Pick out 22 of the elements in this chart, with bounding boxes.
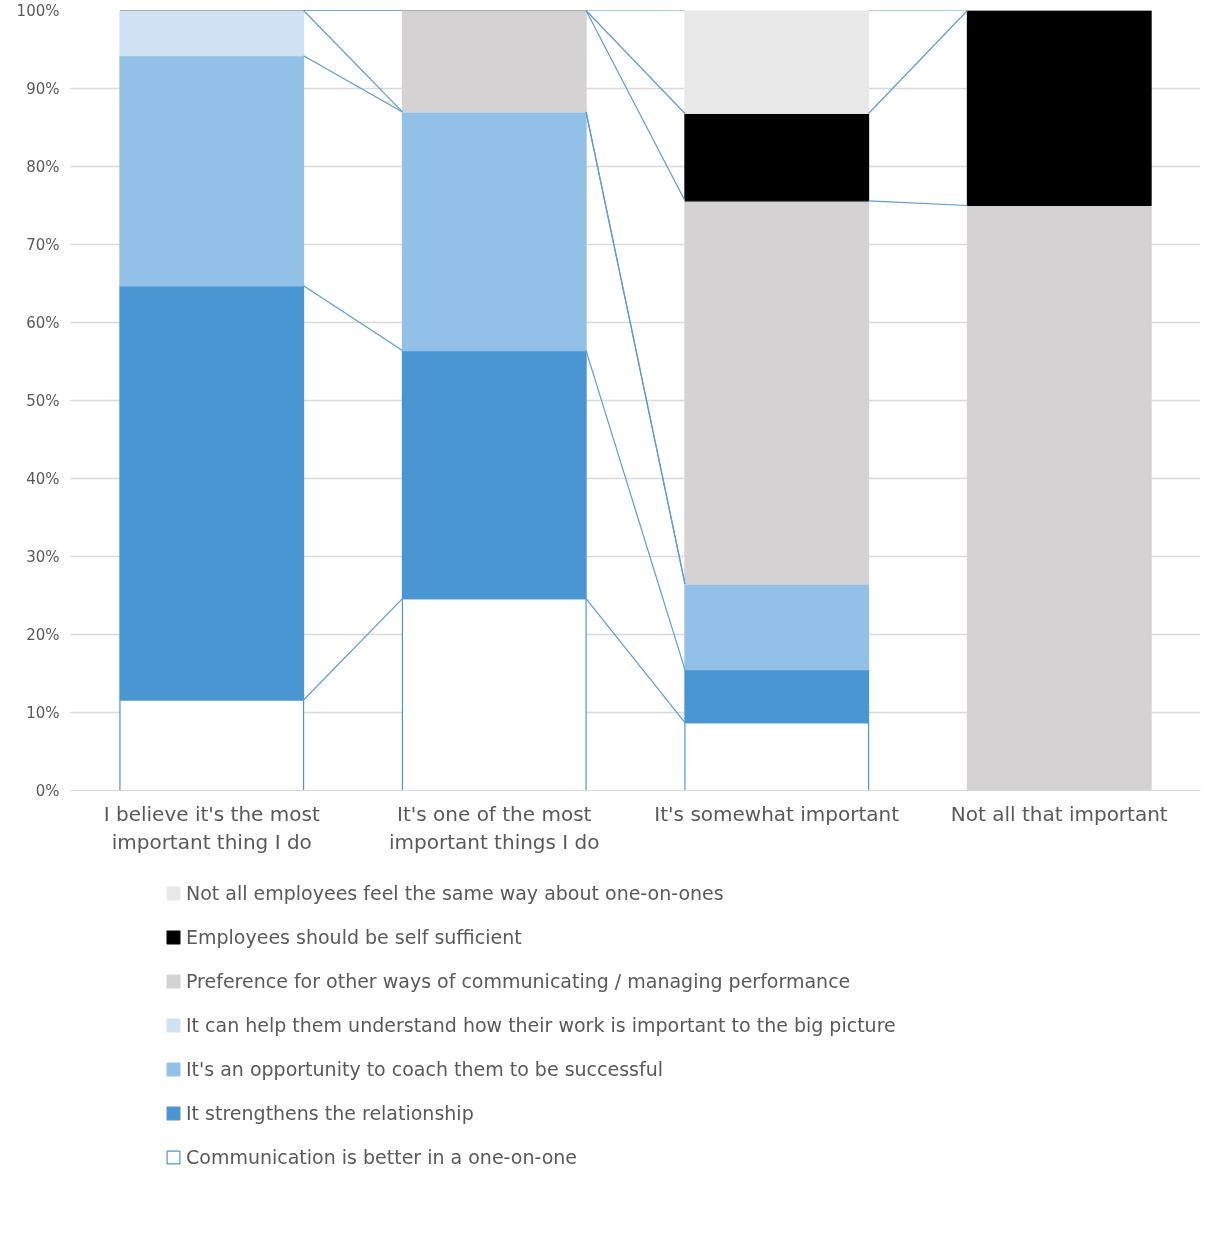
legend-label: Not all employees feel the same way about one-on-ones	[186, 881, 724, 906]
y-tick-label: 50%	[26, 391, 60, 410]
y-tick-label: 40%	[26, 469, 60, 488]
x-tick-label: I believe it's the most important thing I do	[103, 801, 320, 855]
y-tick-label: 10%	[26, 703, 60, 722]
y-tick-label: 60%	[26, 313, 60, 332]
legend-label: Communication is better in a one-on-one	[186, 1145, 578, 1170]
y-tick-label: 70%	[26, 235, 60, 254]
legend-label: It can help them understand how their work is important to the big picture	[186, 1013, 896, 1038]
y-tick-label: 20%	[26, 625, 60, 644]
legend-label: It's an opportunity to coach them to be successful	[186, 1057, 663, 1082]
legend-label: It strengthens the relationship	[186, 1101, 474, 1126]
legend-label: Employees should be self sufficient	[186, 925, 522, 950]
y-tick-label: 30%	[26, 547, 60, 566]
x-tick-label: Not all that important	[950, 801, 1168, 826]
x-tick-label: It's somewhat important	[654, 801, 900, 826]
y-tick-label: 0%	[35, 781, 60, 800]
y-tick-label: 100%	[16, 1, 60, 20]
y-tick-label: 80%	[26, 157, 60, 176]
x-tick-label: It's one of the most important things I do	[388, 801, 600, 855]
y-tick-label: 90%	[26, 79, 60, 98]
legend-label: Preference for other ways of communicating / managing performance	[186, 969, 851, 994]
